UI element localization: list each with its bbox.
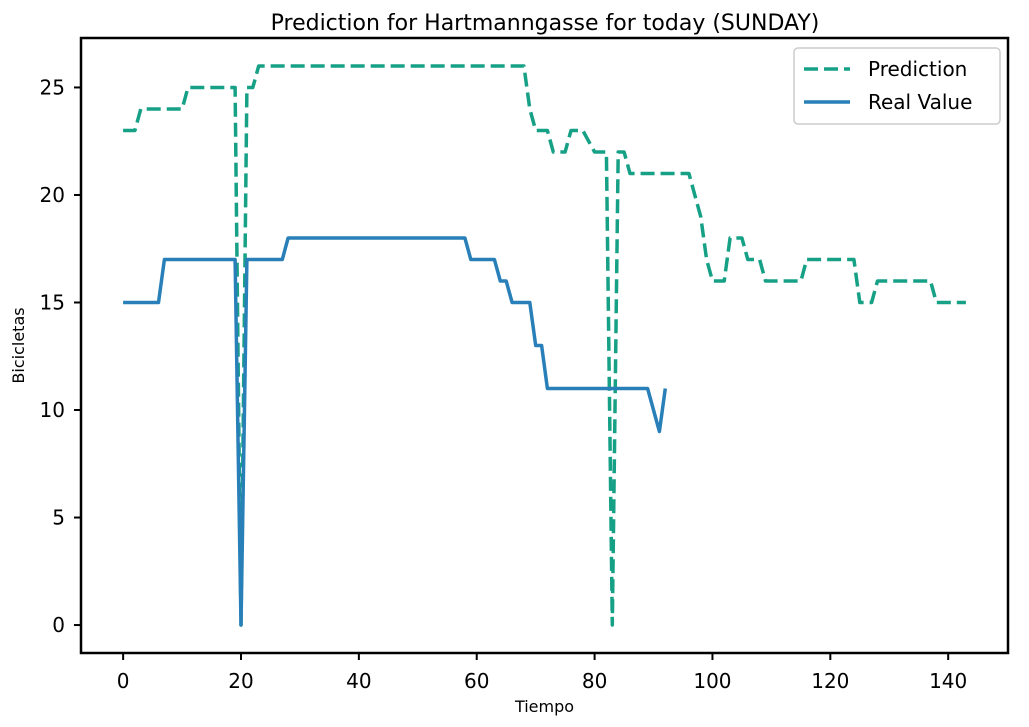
- y-tick-label: 25: [40, 75, 65, 99]
- x-tick-label: 0: [117, 669, 130, 693]
- plot-frame: [79, 36, 1010, 655]
- y-tick-label: 15: [40, 290, 65, 314]
- x-tick-label: 120: [811, 669, 849, 693]
- x-tick-label: 80: [582, 669, 607, 693]
- x-tick-label: 100: [693, 669, 731, 693]
- plot-area: [123, 64, 966, 627]
- y-axis-label: Bicicletas: [9, 307, 28, 383]
- legend: Prediction Real Value: [793, 47, 1001, 125]
- series-line-real-value: [123, 236, 668, 627]
- legend-box: [793, 47, 1001, 125]
- y-tick-label: 20: [40, 183, 65, 207]
- y-tick-label: 5: [52, 506, 65, 530]
- x-axis-label: Tiempo: [514, 697, 574, 716]
- legend-label-prediction: Prediction: [868, 57, 967, 81]
- legend-label-real-value: Real Value: [868, 90, 972, 114]
- chart-title: Prediction for Hartmanngasse for today (…: [271, 11, 820, 36]
- x-tick-label: 40: [346, 669, 371, 693]
- x-tick-label: 20: [228, 669, 253, 693]
- series-line-prediction: [123, 64, 966, 627]
- axes-ticks: 0 20 40 60 80 100 120 140 0 5 10 15 20 25: [40, 75, 968, 693]
- y-tick-label: 0: [52, 613, 65, 637]
- x-tick-label: 140: [929, 669, 967, 693]
- y-tick-label: 10: [40, 398, 65, 422]
- x-tick-label: 60: [464, 669, 489, 693]
